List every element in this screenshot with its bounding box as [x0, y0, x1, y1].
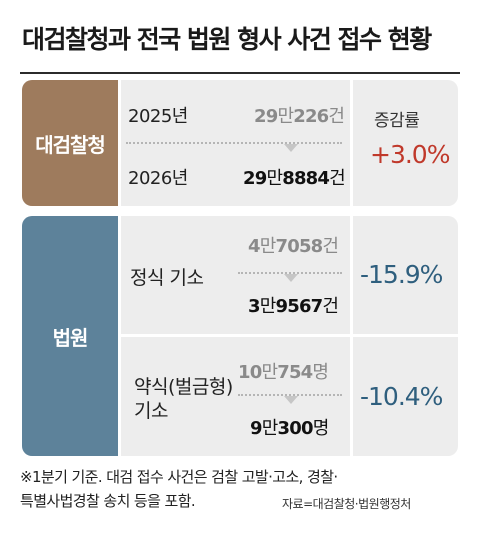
prosecution-panel: 대검찰청 2025년 29만226건 2026년 29만8884건 증감률 +3…	[22, 80, 458, 206]
formal-change: -15.9%	[360, 260, 443, 289]
year-2025: 2025년	[128, 106, 188, 127]
summary-indictment-label-line1: 약식(벌금형)	[134, 376, 233, 398]
chart-title: 대검찰청과 전국 법원 형사 사건 접수 현황	[22, 25, 432, 54]
formal-new-value: 3만9567건	[248, 296, 339, 317]
summary-change: -10.4%	[360, 382, 443, 411]
footnote-line1: ※1분기 기준. 대검 접수 사건은 검찰 고발·고소, 경찰·	[20, 468, 338, 486]
down-arrow-icon	[284, 144, 298, 152]
dotted-line	[126, 142, 342, 144]
formal-old-value: 4만7058건	[248, 236, 339, 257]
change-header: 증감률	[374, 111, 420, 131]
divider	[118, 334, 458, 337]
dotted-line	[238, 272, 342, 274]
down-arrow-icon	[284, 274, 298, 282]
divider	[118, 80, 121, 206]
title-rule	[20, 72, 460, 74]
year-2026: 2026년	[128, 168, 188, 189]
summary-new-value: 9만300명	[250, 418, 329, 439]
footnote-line2: 특별사법경찰 송치 등을 포함.	[20, 492, 196, 510]
court-label: 법원	[22, 216, 118, 456]
prosecution-label: 대검찰청	[22, 80, 118, 206]
divider	[350, 80, 353, 206]
source-credit: 자료=대검찰청·법원행정처	[282, 497, 411, 511]
court-panel: 법원 정식 기소 4만7058건 3만9567건 -15.9% 약식(벌금형) …	[22, 216, 458, 456]
value-2026: 29만8884건	[243, 168, 346, 189]
down-arrow-icon	[284, 396, 298, 404]
value-2025: 29만226건	[254, 106, 345, 127]
dotted-line	[238, 394, 342, 396]
formal-indictment-label: 정식 기소	[130, 267, 204, 289]
summary-indictment-label-line2: 기소	[134, 400, 168, 422]
summary-old-value: 10만754명	[238, 362, 329, 383]
prosecution-change: +3.0%	[370, 140, 450, 169]
